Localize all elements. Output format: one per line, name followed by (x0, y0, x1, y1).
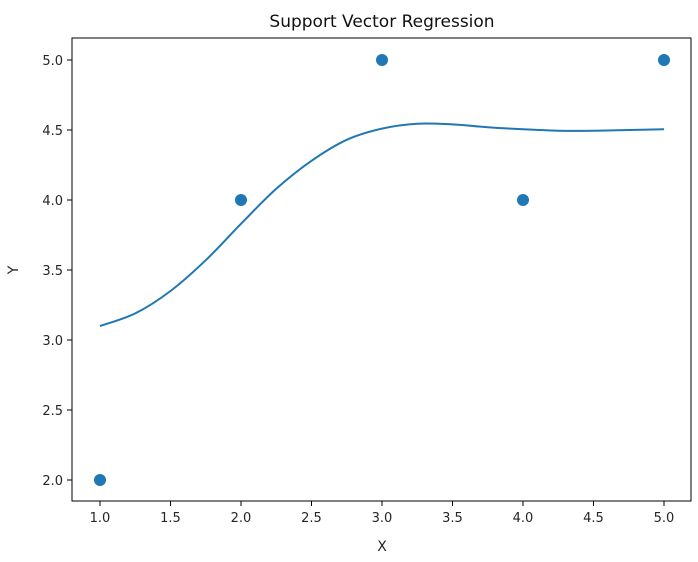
chart-title: Support Vector Regression (269, 12, 494, 32)
x-tick-label: 2.5 (301, 511, 322, 526)
x-tick-label: 1.0 (90, 511, 111, 526)
x-tick-label: 3.0 (372, 511, 393, 526)
y-tick-label: 2.5 (42, 404, 63, 419)
svr-prediction-line (99, 122, 665, 327)
x-tick-label: 4.5 (583, 511, 604, 526)
x-axis-label: X (377, 539, 387, 555)
y-axis-label: Y (6, 265, 22, 275)
x-tick-label: 4.0 (513, 511, 534, 526)
y-tick-label: 4.0 (42, 194, 63, 209)
data-point (235, 194, 247, 206)
plot-area (71, 37, 692, 502)
x-tick-label: 1.5 (160, 511, 181, 526)
y-tick-label: 5.0 (42, 54, 63, 69)
data-point (517, 194, 529, 206)
y-axis: 2.0 2.5 3.0 3.5 4.0 4.5 5.0 (42, 54, 72, 489)
y-tick-label: 3.0 (42, 334, 63, 349)
y-tick-label: 4.5 (42, 124, 63, 139)
x-tick-label: 5.0 (654, 511, 675, 526)
data-point (94, 474, 106, 486)
y-tick-label: 2.0 (42, 474, 63, 489)
x-tick-label: 3.5 (442, 511, 463, 526)
data-points (94, 54, 670, 486)
data-point (658, 54, 670, 66)
x-tick-label: 2.0 (231, 511, 252, 526)
x-axis: 1.0 1.5 2.0 2.5 3.0 3.5 4.0 4.5 5.0 (90, 501, 675, 526)
y-tick-label: 3.5 (42, 264, 63, 279)
data-point (376, 54, 388, 66)
